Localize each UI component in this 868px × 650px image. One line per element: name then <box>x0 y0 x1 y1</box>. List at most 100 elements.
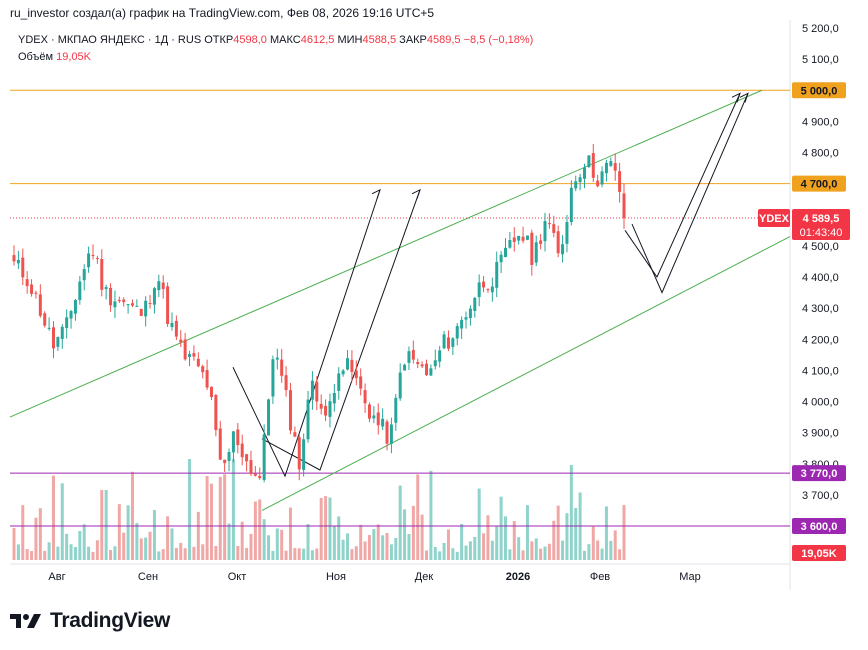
price-tag-label: 3 600,0 <box>801 521 838 533</box>
volume-bar <box>117 504 121 560</box>
projection-arrow-4 <box>631 93 749 294</box>
time-tick-label: Сен <box>138 571 158 583</box>
volume-bar <box>249 533 253 560</box>
price-tick-label: 4 000,0 <box>802 397 839 409</box>
volume-bar <box>34 517 38 560</box>
volume-bar <box>367 535 371 560</box>
candle-body <box>288 390 292 431</box>
candle-body <box>376 412 380 426</box>
candle-body <box>271 359 275 397</box>
volume-bar <box>512 521 516 560</box>
price-tick-label: 4 400,0 <box>802 272 839 284</box>
volume-bar <box>561 540 565 560</box>
volume-bar <box>587 544 591 560</box>
candle-body <box>328 401 332 417</box>
volume-bar <box>139 538 143 560</box>
tradingview-logo-icon <box>10 614 41 628</box>
candle-body <box>381 418 385 427</box>
price-tick-label: 4 200,0 <box>802 334 839 346</box>
time-tick-label: 2026 <box>506 571 530 583</box>
volume-bar <box>530 541 534 560</box>
candle-body <box>600 171 604 185</box>
projection-arrow-3 <box>624 93 741 279</box>
candle-body <box>130 303 134 306</box>
volume-bar <box>407 534 411 560</box>
volume-bar <box>209 483 213 560</box>
volume-bar <box>425 550 429 560</box>
candle-body <box>482 281 486 288</box>
volume-bar <box>16 544 20 560</box>
price-tick-label: 4 800,0 <box>802 148 839 160</box>
price-tick-label: 4 300,0 <box>802 303 839 315</box>
volume-bar <box>284 550 288 560</box>
volume-bar <box>113 546 117 560</box>
time-tick-label: Ноя <box>326 571 346 583</box>
candle-body <box>460 319 464 329</box>
volume-bar <box>25 549 29 560</box>
candle-body <box>389 424 393 444</box>
candle-body <box>104 287 108 289</box>
candle-body <box>65 317 69 328</box>
candle-body <box>346 358 350 370</box>
candle-body <box>517 235 521 241</box>
price-tag-bg <box>792 518 846 534</box>
price-tag-label: 5 000,0 <box>801 85 838 97</box>
volume-bar <box>319 497 323 560</box>
candle-body <box>293 432 297 437</box>
volume-bar <box>87 546 91 560</box>
volume-bar <box>363 541 367 560</box>
volume-bar <box>341 539 345 560</box>
volume-bar <box>196 511 200 560</box>
candle-body <box>332 392 336 404</box>
volume-bar <box>183 548 187 560</box>
low-value: 4588,5 <box>362 34 397 46</box>
candle-body <box>495 261 499 288</box>
price-tag-bg <box>792 82 846 99</box>
countdown-label: 01:43:40 <box>800 227 843 239</box>
candle-body <box>214 395 218 431</box>
candle-body <box>622 193 626 219</box>
volume-bar <box>604 506 608 560</box>
candle-body <box>315 381 319 402</box>
volume-bar <box>411 505 415 560</box>
candle-body <box>91 255 95 257</box>
candle-body <box>547 223 551 225</box>
volume-bar <box>534 538 538 560</box>
volume-bar <box>508 549 512 560</box>
lower-channel-line <box>261 236 791 511</box>
volume-bar <box>104 489 108 560</box>
candle-body <box>47 327 51 329</box>
volume-bar <box>460 523 464 560</box>
projection-arrow-1 <box>232 189 381 478</box>
volume-bar <box>385 532 389 560</box>
volume-bar <box>91 551 95 560</box>
candle-body <box>87 253 91 268</box>
tradingview-logo[interactable]: TradingView <box>10 606 170 636</box>
volume-bar <box>288 507 292 560</box>
volume-value: 19,05K <box>56 51 91 63</box>
grid <box>10 20 791 590</box>
price-tick-label: 5 100,0 <box>802 54 839 66</box>
volume-bar <box>218 476 222 560</box>
candle-body <box>95 258 99 260</box>
candle-body <box>249 460 253 474</box>
candle-body <box>196 358 200 367</box>
candle-body <box>209 386 213 398</box>
volume-bar <box>258 499 262 560</box>
price-tag-label: 3 770,0 <box>801 468 838 480</box>
volume-tag-bg <box>792 545 846 561</box>
candle-body <box>82 269 86 281</box>
volume-tag-label: 19,05K <box>801 548 837 560</box>
candle-body <box>473 297 477 311</box>
candle-body <box>499 254 503 263</box>
candle-body <box>297 437 301 470</box>
volume-bar <box>302 548 306 560</box>
candle-body <box>464 317 468 320</box>
volume-bar <box>306 524 310 560</box>
volume-bar <box>315 548 319 560</box>
candle-body <box>534 242 538 263</box>
candle-body <box>117 299 121 302</box>
price-tag-bg <box>792 175 846 192</box>
candle-body <box>604 162 608 174</box>
